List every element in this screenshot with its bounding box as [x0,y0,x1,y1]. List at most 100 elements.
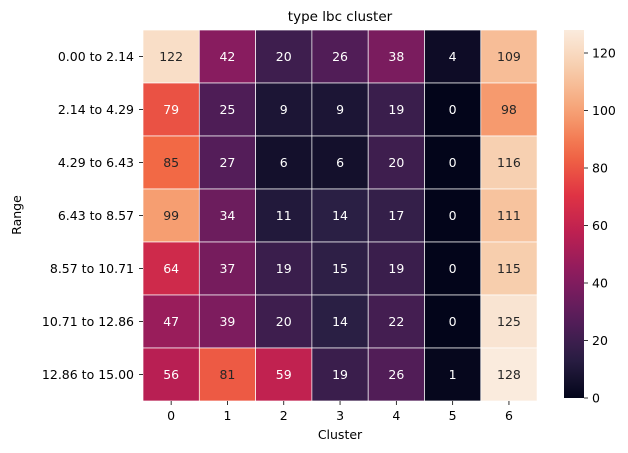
cell-value-label: 1 [449,367,457,382]
heatmap-cell [424,29,482,84]
cell-value-label: 47 [163,314,179,329]
heatmap-cell [311,347,369,402]
y-tick-label: 2.14 to 4.29 [58,102,134,117]
cell-value-label: 109 [497,49,521,64]
heatmap-cell [424,82,482,137]
cell-value-label: 11 [276,208,292,223]
heatmap-cell [142,29,200,84]
cell-value-label: 0 [449,314,457,329]
cell-value-label: 20 [388,155,404,170]
cell-value-label: 64 [163,261,179,276]
heatmap-cell [311,188,369,243]
heatmap-cell [142,347,200,402]
cell-value-label: 9 [336,102,344,117]
x-tick-label: 0 [167,408,175,423]
cell-value-label: 56 [163,367,179,382]
heatmap-cell [367,135,425,190]
heatmap-cell [142,241,200,296]
x-tick-label: 6 [505,408,513,423]
colorbar: 0 20 40 60 80 100 120 [564,30,616,406]
cell-value-label: 116 [497,155,521,170]
y-tick-label: 12.86 to 15.00 [42,367,134,382]
x-axis: 0 1 2 3 4 5 6 [167,401,513,423]
cell-value-label: 14 [332,208,348,223]
cell-value-label: 20 [276,49,292,64]
y-tick-label: 6.43 to 8.57 [58,208,134,223]
x-tick-label: 1 [223,408,231,423]
cell-value-label: 27 [219,155,235,170]
heatmap-cell [367,294,425,349]
chart-title: type lbc cluster [288,9,393,25]
cell-value-label: 115 [497,261,521,276]
heatmap-cell [367,347,425,402]
heatmap-cell [198,135,256,190]
heatmap-cell [255,347,313,402]
x-tick-label: 2 [280,408,288,423]
cell-value-label: 26 [388,367,404,382]
heatmap-cell [367,82,425,137]
cell-value-label: 17 [388,208,404,223]
y-tick-label: 0.00 to 2.14 [58,49,134,64]
heatmap-cell [311,29,369,84]
cell-value-label: 0 [449,261,457,276]
heatmap-cell [480,347,538,402]
heatmap-cell [424,135,482,190]
cell-value-label: 99 [163,208,179,223]
cell-value-label: 59 [276,367,292,382]
cell-value-label: 6 [336,155,344,170]
heatmap-cell [255,135,313,190]
heatmap-cell [367,29,425,84]
heatmap-cell [424,347,482,402]
cell-value-label: 14 [332,314,348,329]
heatmap-cell [255,82,313,137]
heatmap-cell [198,294,256,349]
heatmap-cell [255,29,313,84]
cell-value-label: 19 [388,102,404,117]
heatmap-cell [255,294,313,349]
y-tick-label: 8.57 to 10.71 [50,261,134,276]
cell-value-label: 19 [276,261,292,276]
colorbar-tick-label: 0 [592,391,600,406]
colorbar-gradient [564,30,584,398]
cell-value-label: 42 [219,49,235,64]
cell-value-label: 79 [163,102,179,117]
cell-value-label: 0 [449,155,457,170]
cell-value-label: 37 [219,261,235,276]
cell-value-label: 34 [219,208,235,223]
heatmap-cell [480,82,538,137]
heatmap-cell [480,241,538,296]
cell-value-label: 125 [497,314,521,329]
heatmap-cell [480,294,538,349]
cell-value-label: 81 [219,367,235,382]
colorbar-tick-label: 120 [592,46,616,61]
colorbar-tick-label: 40 [592,276,608,291]
heatmap-cell [311,294,369,349]
y-axis: 0.00 to 2.14 2.14 to 4.29 4.29 to 6.43 6.43… [42,49,143,382]
cell-value-label: 0 [449,208,457,223]
colorbar-tick-label: 60 [592,218,608,233]
cell-value-label: 38 [388,49,404,64]
colorbar-tick-label: 80 [592,161,608,176]
cell-value-label: 111 [497,208,521,223]
cell-value-label: 9 [280,102,288,117]
heatmap-cell [255,241,313,296]
cell-value-label: 19 [332,367,348,382]
y-tick-label: 4.29 to 6.43 [58,155,134,170]
cell-value-label: 128 [497,367,521,382]
cell-value-label: 85 [163,155,179,170]
cell-value-label: 15 [332,261,348,276]
y-axis-label: Range [9,195,24,235]
cell-value-label: 22 [388,314,404,329]
heatmap-cell [480,135,538,190]
heatmap-cell [311,135,369,190]
cell-value-label: 0 [449,102,457,117]
cell-value-label: 4 [449,49,457,64]
cell-value-label: 98 [501,102,517,117]
heatmap-cell [142,188,200,243]
cell-value-label: 122 [159,49,183,64]
heatmap-cell [198,188,256,243]
heatmap-cell [480,188,538,243]
heatmap-cell [142,294,200,349]
